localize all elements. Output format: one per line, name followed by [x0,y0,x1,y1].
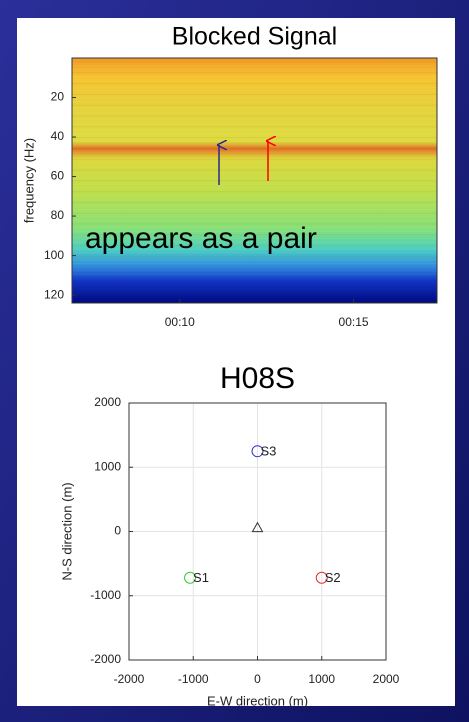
y-tick-label: 80 [51,208,65,222]
point [251,445,264,458]
x-tick-label: 00:10 [165,315,195,329]
point [315,571,328,584]
y-tick-label: 20 [51,90,65,104]
axes-box [71,57,438,304]
x-tick-label: 00:15 [339,315,369,329]
point-label: S1 [193,570,209,585]
annotation: appears as a pair [85,222,317,255]
y-tick-label: -1000 [90,588,121,602]
x-tick-label: -2000 [114,672,145,686]
x-tick-label: -1000 [178,672,209,686]
y-tick-label: 2000 [94,395,121,409]
point-label: S2 [325,570,341,585]
point [184,571,197,584]
chart-title: Blocked Signal [172,23,337,51]
spectrogram-image [72,58,437,303]
y-axis-label: frequency (Hz) [21,138,36,223]
y-tick-label: 100 [44,248,64,262]
point-label: S3 [261,444,277,459]
y-tick-label: 0 [114,524,121,538]
x-axis-label: E-W direction (m) [207,693,308,708]
y-tick-label: -2000 [90,652,121,666]
y-tick-label: 1000 [94,459,121,473]
y-axis-label: N-S direction (m) [59,482,74,580]
y-tick-label: 120 [44,287,64,301]
charts: Blocked Signal 00:10 00:15 20 40 60 80 100 120 fr… [21,23,438,708]
x-tick-label: 2000 [373,672,400,686]
axes-box [128,402,387,661]
x-tick-label: 1000 [308,672,335,686]
y-tick-label: 60 [51,169,65,183]
x-tick-label: 0 [254,672,261,686]
y-tick-label: 40 [51,129,65,143]
point [251,521,264,533]
chart-title: H08S [220,362,295,395]
